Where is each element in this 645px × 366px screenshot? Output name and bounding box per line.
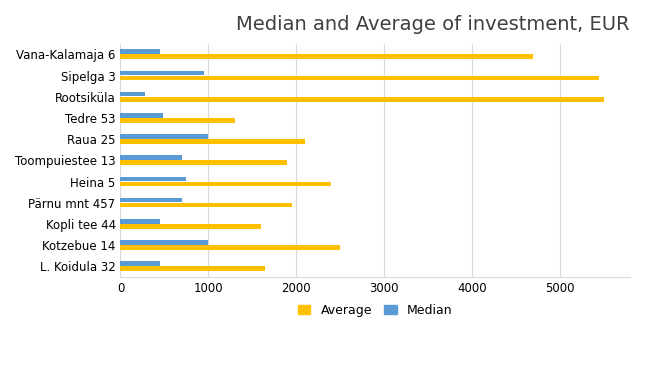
Bar xyxy=(121,160,288,165)
Bar xyxy=(121,176,186,181)
Bar xyxy=(121,92,145,96)
Bar xyxy=(121,113,163,117)
Bar xyxy=(121,76,599,80)
Bar xyxy=(121,261,160,266)
Bar xyxy=(121,203,292,208)
Bar xyxy=(121,245,340,250)
Bar xyxy=(121,198,182,202)
Bar xyxy=(121,182,332,186)
Bar xyxy=(121,240,208,245)
Bar xyxy=(121,139,305,144)
Bar xyxy=(121,71,204,75)
Bar xyxy=(121,134,208,139)
Bar xyxy=(121,155,182,160)
Bar xyxy=(121,97,604,101)
Text: Median and Average of investment, EUR: Median and Average of investment, EUR xyxy=(236,15,630,34)
Bar xyxy=(121,49,160,54)
Bar xyxy=(121,55,533,59)
Legend: Average, Median: Average, Median xyxy=(293,299,457,322)
Bar xyxy=(121,224,261,229)
Bar xyxy=(121,118,235,123)
Bar xyxy=(121,219,160,224)
Bar xyxy=(121,266,266,271)
